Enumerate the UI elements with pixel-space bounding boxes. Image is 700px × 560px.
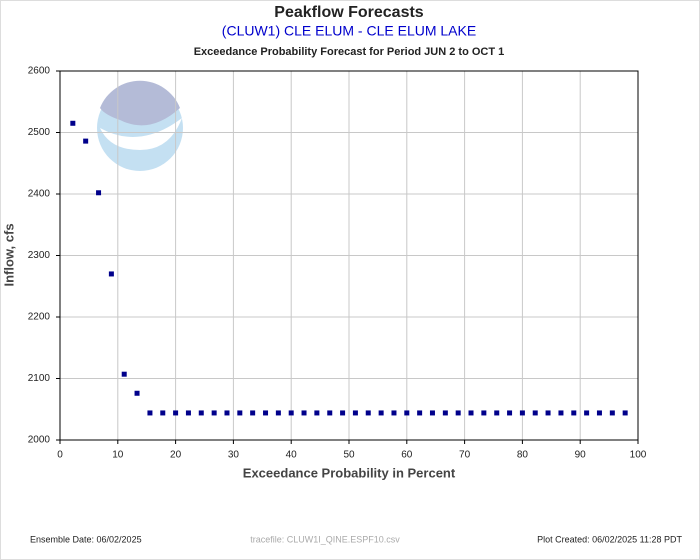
y-tick-label: 2400 xyxy=(28,189,51,200)
x-tick-label: 90 xyxy=(575,450,587,461)
chart-title: Peakflow Forecasts xyxy=(274,4,424,21)
point xyxy=(404,410,410,416)
point xyxy=(455,410,461,416)
y-tick-label: 2000 xyxy=(28,435,51,446)
point xyxy=(250,410,256,416)
period-title: Exceedance Probability Forecast for Peri… xyxy=(194,46,505,58)
y-tick-label: 2600 xyxy=(28,66,51,77)
point xyxy=(263,410,269,416)
point xyxy=(532,410,538,416)
point xyxy=(70,120,76,126)
point xyxy=(622,410,628,416)
point xyxy=(545,410,551,416)
footer-left: Ensemble Date: 06/02/2025 xyxy=(30,534,142,544)
point xyxy=(96,190,102,196)
point xyxy=(584,410,590,416)
x-axis-label: Exceedance Probability in Percent xyxy=(243,465,456,480)
point xyxy=(173,410,179,416)
point xyxy=(160,410,166,416)
point xyxy=(571,410,577,416)
x-tick-label: 60 xyxy=(401,450,413,461)
point xyxy=(147,410,153,416)
point xyxy=(609,410,615,416)
point xyxy=(327,410,333,416)
x-tick-label: 80 xyxy=(517,450,529,461)
point xyxy=(108,271,114,277)
point xyxy=(340,410,346,416)
y-tick-label: 2200 xyxy=(28,312,51,323)
y-axis-label: Inflow, cfs xyxy=(1,223,16,286)
point xyxy=(507,410,513,416)
point xyxy=(198,410,204,416)
point xyxy=(224,410,230,416)
plot-border xyxy=(59,70,639,441)
point xyxy=(83,138,89,144)
point xyxy=(468,410,474,416)
chart-subtitle: (CLUW1) CLE ELUM - CLE ELUM LAKE xyxy=(222,23,476,39)
footer-center: tracefile: CLUW1I_QINE.ESPF10.csv xyxy=(250,534,400,544)
point xyxy=(134,390,140,396)
point xyxy=(352,410,358,416)
point xyxy=(481,410,487,416)
y-tick-label: 2300 xyxy=(28,250,51,261)
point xyxy=(391,410,397,416)
x-tick-label: 40 xyxy=(286,450,298,461)
point xyxy=(417,410,423,416)
y-tick-label: 2100 xyxy=(28,373,51,384)
x-tick-label: 100 xyxy=(630,450,647,461)
x-tick-label: 50 xyxy=(343,450,355,461)
point xyxy=(519,410,525,416)
noaa-logo xyxy=(97,80,183,171)
x-tick-label: 70 xyxy=(459,450,471,461)
point xyxy=(301,410,307,416)
point xyxy=(275,410,281,416)
point xyxy=(494,410,500,416)
x-tick-label: 10 xyxy=(112,450,124,461)
point xyxy=(429,410,435,416)
point xyxy=(237,410,243,416)
point xyxy=(314,410,320,416)
point xyxy=(185,410,191,416)
x-tick-label: 0 xyxy=(57,450,63,461)
x-tick-label: 30 xyxy=(228,450,240,461)
x-tick-label: 20 xyxy=(170,450,182,461)
point xyxy=(558,410,564,416)
point xyxy=(121,371,127,377)
point xyxy=(211,410,217,416)
point xyxy=(442,410,448,416)
y-tick-label: 2500 xyxy=(28,127,51,138)
point xyxy=(596,410,602,416)
point xyxy=(288,410,294,416)
footer-right: Plot Created: 06/02/2025 11:28 PDT xyxy=(537,534,682,544)
point xyxy=(378,410,384,416)
point xyxy=(365,410,371,416)
